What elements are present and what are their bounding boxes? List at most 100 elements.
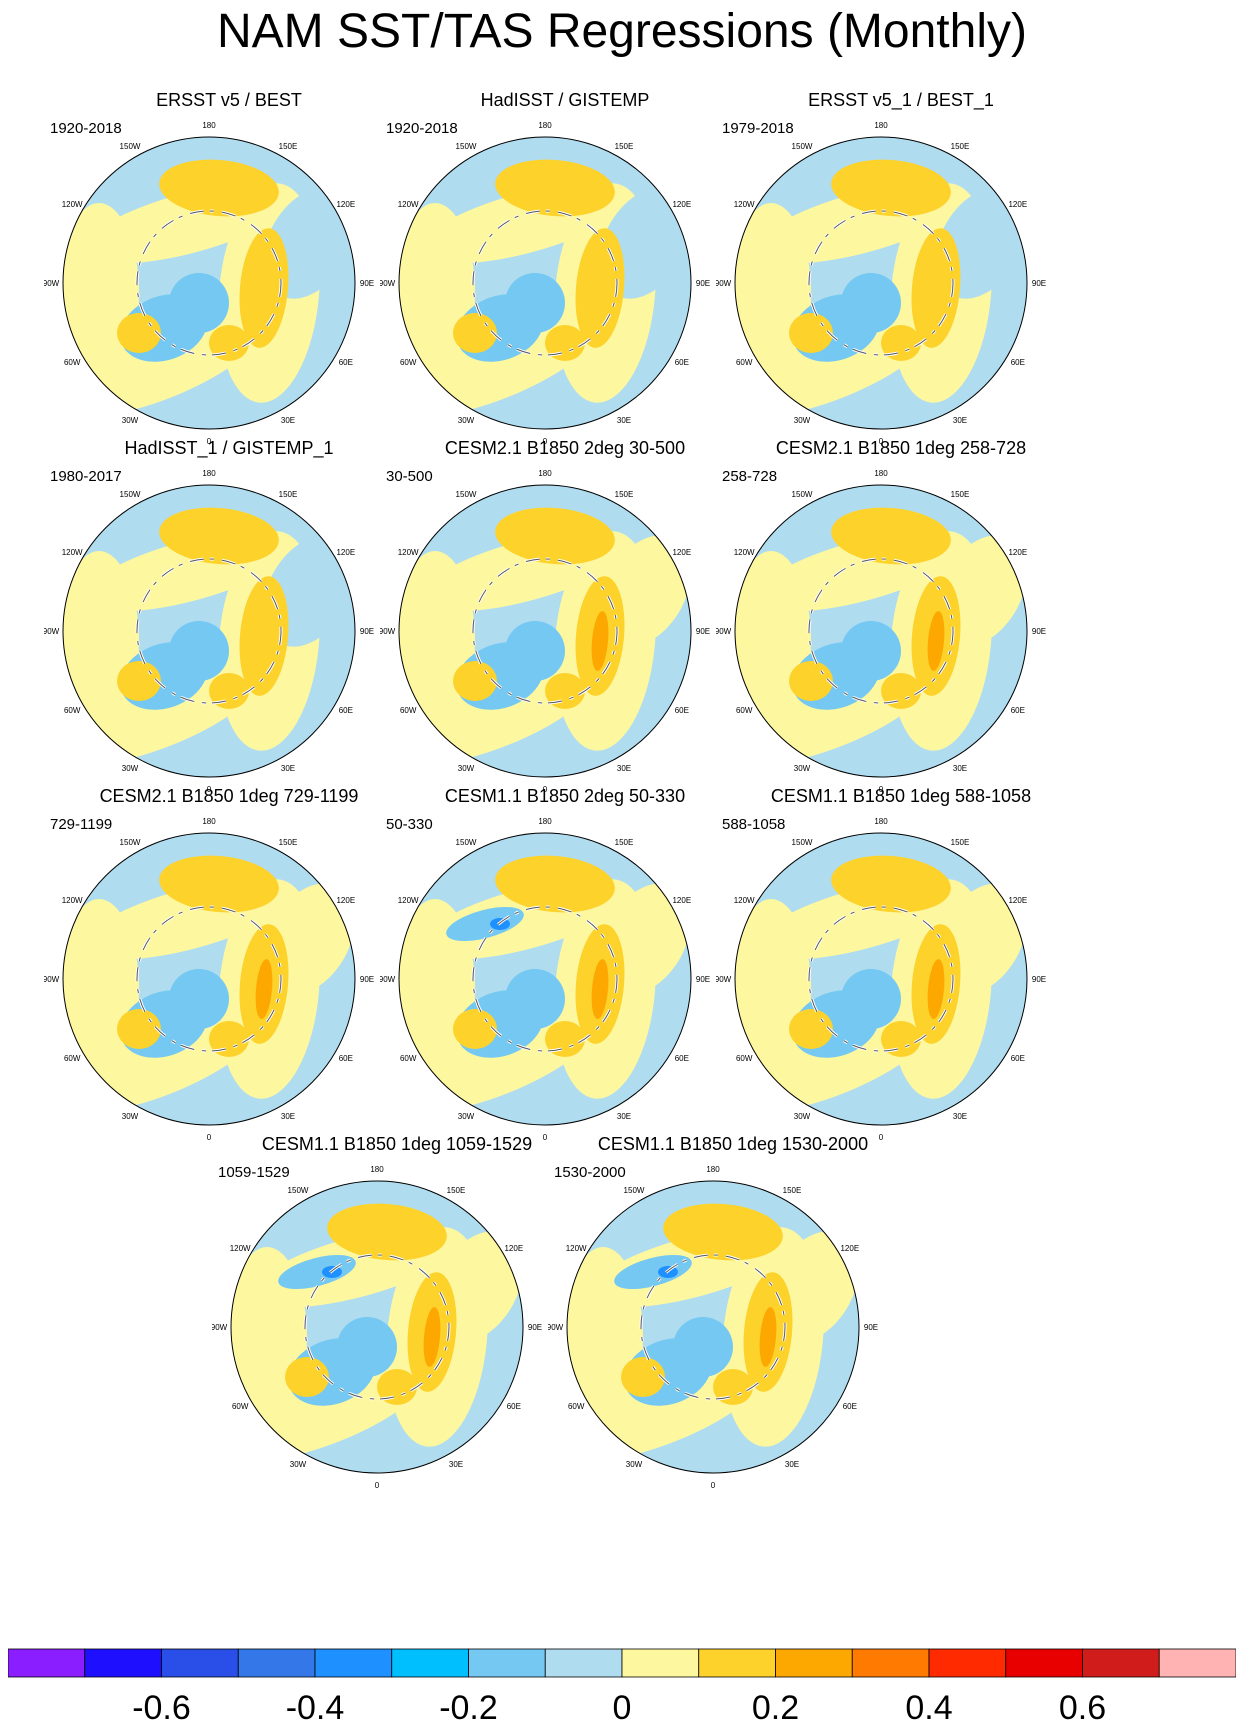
anomaly-field (735, 833, 1027, 1125)
longitude-label: 60W (232, 1402, 249, 1411)
longitude-label: 150W (120, 838, 141, 847)
anomaly-field (399, 485, 691, 777)
longitude-label: 120E (336, 548, 355, 557)
map-panel: ERSST v5 / BEST 1920-2018 180 150E 120E 90E 60… (44, 90, 414, 460)
longitude-label: 0 (879, 785, 884, 794)
longitude-label: 150E (951, 838, 970, 847)
panel-title: ERSST v5_1 / BEST_1 (808, 90, 994, 110)
longitude-label: 90E (1032, 627, 1046, 636)
map-panel: HadISST_1 / GISTEMP_1 1980-2017 180 150E 120… (44, 438, 414, 808)
longitude-label: 120E (504, 1244, 523, 1253)
longitude-label: 0 (375, 1481, 380, 1490)
longitude-label: 90E (360, 279, 374, 288)
longitude-label: 90E (696, 627, 710, 636)
longitude-label: 60W (400, 706, 417, 715)
longitude-label: 180 (538, 121, 552, 130)
longitude-label: 30W (794, 764, 811, 773)
longitude-label: 60E (1011, 1054, 1025, 1063)
colorbar-tick-label: -0.4 (286, 1689, 345, 1726)
map-panel: CESM2.1 B1850 1deg 258-728 258-728 180 150E… (716, 438, 1086, 808)
panel-period: 1920-2018 (50, 120, 122, 137)
longitude-label: 60W (736, 706, 753, 715)
longitude-label: 180 (202, 469, 216, 478)
longitude-label: 120W (566, 1244, 587, 1253)
colorbar-swatch (1005, 1648, 1083, 1678)
longitude-label: 30E (449, 1460, 463, 1469)
longitude-label: 120E (672, 200, 691, 209)
colorbar-swatch (621, 1648, 700, 1678)
longitude-label: 90E (696, 279, 710, 288)
longitude-label: 60W (400, 1054, 417, 1063)
longitude-label: 30E (785, 1460, 799, 1469)
panel-period: 1059-1529 (218, 1164, 290, 1181)
longitude-label: 120W (62, 896, 83, 905)
longitude-label: 0 (543, 1133, 548, 1142)
longitude-label: 120E (672, 896, 691, 905)
longitude-label: 150E (615, 142, 634, 151)
longitude-label: 150W (792, 490, 813, 499)
longitude-label: 90E (696, 975, 710, 984)
longitude-label: 60E (675, 1054, 689, 1063)
longitude-label: 90W (548, 1323, 564, 1332)
panel-title: HadISST / GISTEMP (480, 90, 650, 110)
colorbar-swatch (468, 1648, 546, 1678)
anomaly-field (63, 137, 355, 429)
longitude-label: 120W (230, 1244, 251, 1253)
anomaly-field (63, 833, 355, 1125)
colorbar-tick-label: 0.2 (752, 1689, 799, 1726)
longitude-label: 90W (44, 975, 60, 984)
longitude-label: 60W (64, 706, 81, 715)
longitude-label: 150E (783, 1186, 802, 1195)
longitude-label: 60E (675, 706, 689, 715)
longitude-label: 150W (456, 490, 477, 499)
longitude-label: 30W (290, 1460, 307, 1469)
longitude-label: 30W (794, 1112, 811, 1121)
colorbar-swatch (314, 1648, 393, 1678)
panel-title: CESM1.1 B1850 2deg 50-330 (444, 786, 686, 806)
map-panel: CESM1.1 B1850 1deg 1530-2000 1530-2000 180… (548, 1134, 918, 1504)
longitude-label: 150E (615, 490, 634, 499)
longitude-label: 120E (336, 896, 355, 905)
longitude-label: 120W (734, 548, 755, 557)
map-panel: ERSST v5_1 / BEST_1 1979-2018 180 150E 120E 9… (716, 90, 1086, 460)
longitude-label: 30W (458, 764, 475, 773)
longitude-label: 120E (336, 200, 355, 209)
longitude-label: 120W (62, 200, 83, 209)
longitude-label: 120E (1008, 548, 1027, 557)
longitude-label: 0 (207, 437, 212, 446)
longitude-label: 90W (44, 279, 60, 288)
longitude-label: 150W (456, 838, 477, 847)
anomaly-field (567, 1181, 859, 1473)
polar-map: 180 150E 120E 90E 60E 30E 0 30W 60W 90W 120W 150W (716, 469, 1046, 794)
longitude-label: 30W (122, 764, 139, 773)
longitude-label: 120E (1008, 896, 1027, 905)
longitude-label: 60E (339, 1054, 353, 1063)
colorbar-swatch (775, 1648, 853, 1678)
colorbar-tick-label: 0.4 (905, 1689, 952, 1726)
panel-period: 1979-2018 (722, 120, 794, 137)
longitude-label: 30W (122, 1112, 139, 1121)
panel-title: ERSST v5 / BEST (156, 90, 302, 110)
longitude-label: 0 (879, 437, 884, 446)
longitude-label: 180 (202, 817, 216, 826)
longitude-label: 60W (400, 358, 417, 367)
longitude-label: 120W (398, 548, 419, 557)
polar-map: 180 150E 120E 90E 60E 30E 0 30W 60W 90W 120W 150W (548, 1165, 878, 1490)
longitude-label: 90E (360, 627, 374, 636)
colorbar-swatch (928, 1648, 1007, 1678)
longitude-label: 30E (281, 416, 295, 425)
map-panel: HadISST / GISTEMP 1920-2018 180 150E 120E 90E… (380, 90, 750, 460)
polar-map: 180 150E 120E 90E 60E 30E 0 30W 60W 90W 120W 150W (212, 1165, 542, 1490)
longitude-label: 150E (951, 490, 970, 499)
anomaly-field (735, 137, 1027, 429)
longitude-label: 90W (212, 1323, 228, 1332)
colorbar-tick-label: -0.6 (132, 1689, 191, 1726)
longitude-label: 120E (840, 1244, 859, 1253)
polar-map: 180 150E 120E 90E 60E 30E 0 30W 60W 90W 120W 150W (716, 121, 1046, 446)
colorbar-swatch (698, 1648, 776, 1678)
panel-period: 1980-2017 (50, 468, 122, 485)
longitude-label: 90W (380, 627, 396, 636)
longitude-label: 60E (339, 706, 353, 715)
longitude-label: 30W (458, 1112, 475, 1121)
longitude-label: 30E (617, 416, 631, 425)
